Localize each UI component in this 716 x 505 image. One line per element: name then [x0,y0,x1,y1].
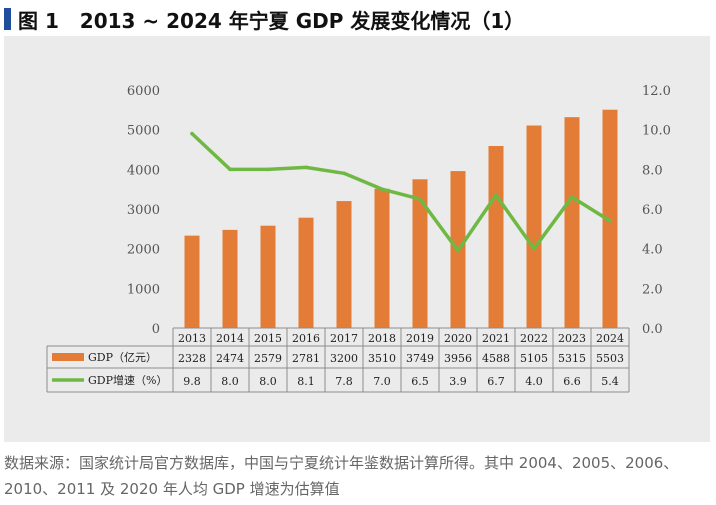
table-cell-gdp: 5315 [558,352,586,365]
point-gdp-growth-2015 [266,167,270,172]
point-gdp-growth-2020 [456,248,460,253]
y-right-tick-label: 12.0 [642,84,671,99]
table-cell-gdp: 2579 [254,352,282,365]
legend-swatch-gdp [52,353,84,361]
bar-gdp-2013 [184,235,200,328]
table-cell-gdp: 3510 [368,352,396,365]
figure-caption: 2013 ~ 2024 年宁夏 GDP 发展变化情况（1） [79,9,525,33]
table-cell-gdp: 2781 [292,352,320,365]
y-left-tick-label: 2000 [127,243,160,258]
bar-gdp-2019 [412,179,428,328]
table-cell-growth: 9.8 [183,375,201,388]
table-cell-growth: 8.0 [259,375,277,388]
x-tick-label: 2017 [330,332,358,345]
point-gdp-growth-2013 [190,131,194,136]
y-left-tick-label: 6000 [127,84,160,99]
y-right-tick-label: 0.0 [642,322,663,337]
y-right-tick-label: 8.0 [642,163,663,178]
combo-chart: 0 1000 2000 3000 4000 5000 6000 0.0 2.0 4.0 6.0 8.0… [46,84,671,393]
table-cell-growth: 5.4 [601,375,619,388]
bar-gdp-2016 [298,217,314,328]
y-left-tick-label: 3000 [127,203,160,218]
point-gdp-growth-2018 [380,187,384,191]
table-cell-gdp: 2474 [216,352,244,365]
bar-gdp-2023 [564,117,580,329]
table-cell-growth: 6.5 [411,375,429,388]
table-cell-growth: 3.9 [449,375,467,388]
table-cell-growth: 8.0 [221,375,239,388]
bar-gdp-2017 [336,201,352,328]
y-left-tick-label: 1000 [127,282,160,297]
y-left-tick-label: 0 [152,322,160,337]
x-tick-label: 2015 [254,332,282,345]
title-accent-bar [4,8,11,30]
x-tick-label: 2019 [406,332,434,345]
bar-gdp-2022 [526,125,542,328]
table-cell-gdp: 4588 [482,352,510,365]
y-left-tick-label: 5000 [127,124,160,139]
y-right-tick-label: 10.0 [642,124,671,139]
x-tick-label: 2018 [368,332,396,345]
table-cell-gdp: 3749 [406,352,434,365]
x-tick-label: 2016 [292,332,320,345]
point-gdp-growth-2017 [342,171,346,176]
point-gdp-growth-2021 [494,193,498,197]
point-gdp-growth-2019 [418,197,422,201]
x-tick-label: 2021 [482,332,510,345]
x-tick-label: 2020 [444,332,472,345]
table-cell-growth: 7.0 [373,375,391,388]
point-gdp-growth-2023 [570,195,574,199]
table-cell-growth: 8.1 [297,375,315,388]
y-right-tick-label: 2.0 [642,282,663,297]
x-tick-label: 2023 [558,332,586,345]
table-cell-gdp: 3200 [330,352,358,365]
table-cell-growth: 6.6 [563,375,581,388]
y-right-tick-label: 6.0 [642,203,663,218]
bar-gdp-2015 [260,225,276,328]
legend-label-growth: GDP增速（%） [88,373,167,387]
table-cell-gdp: 5105 [520,352,548,365]
chart-panel: 0 1000 2000 3000 4000 5000 6000 0.0 2.0 4.0 6.0 8.0… [4,36,710,442]
bar-gdp-2018 [374,188,390,328]
figure-title-text: 图 1 2013 ~ 2024 年宁夏 GDP 发展变化情况（1） [18,5,524,34]
point-gdp-growth-2014 [228,167,232,172]
bar-gdp-2021 [488,146,504,328]
table-cell-gdp: 3956 [444,352,472,365]
table-cell-gdp: 5503 [596,352,624,365]
x-tick-label: 2013 [178,332,206,345]
x-tick-label: 2022 [520,332,548,345]
point-gdp-growth-2022 [532,246,536,251]
figure-label: 图 1 [18,9,59,33]
table-cell-growth: 7.8 [335,375,353,388]
source-note: 数据来源：国家统计局官方数据库，中国与宁夏统计年鉴数据计算所得。其中 2004、… [4,454,679,498]
point-gdp-growth-2016 [304,165,308,170]
bar-gdp-2014 [222,229,238,328]
x-tick-label: 2014 [216,332,244,345]
point-gdp-growth-2024 [608,219,612,223]
y-left-tick-label: 4000 [127,163,160,178]
table-cell-growth: 6.7 [487,375,505,388]
x-tick-label: 2024 [596,332,624,345]
y-right-tick-label: 4.0 [642,243,663,258]
table-cell-growth: 4.0 [525,375,543,388]
table-cell-gdp: 2328 [178,352,206,365]
line-gdp-growth [190,131,612,253]
figure-title: 图 1 2013 ~ 2024 年宁夏 GDP 发展变化情况（1） [0,0,716,36]
legend-label-gdp: GDP（亿元） [88,351,157,364]
